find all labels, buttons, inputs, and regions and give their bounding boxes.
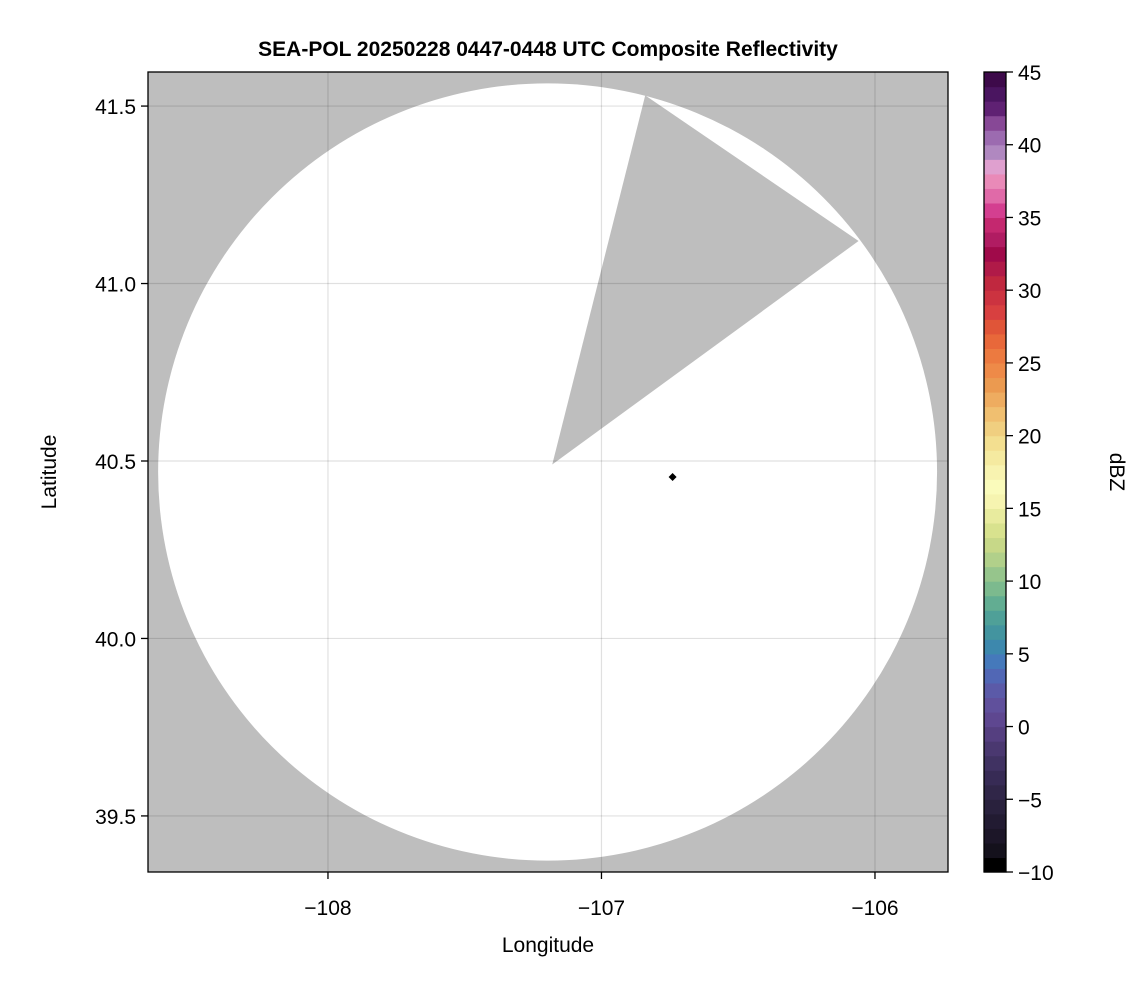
colorbar-bin: [984, 304, 1006, 320]
y-axis: 39.5 40.0 40.5 41.0 41.5: [95, 96, 148, 829]
colorbar-bin: [984, 653, 1006, 669]
colorbar-bin: [984, 682, 1006, 699]
colorbar-bin: [984, 493, 1006, 509]
colorbar-tick-label: 15: [1018, 498, 1041, 521]
colorbar-bin: [984, 319, 1006, 335]
colorbar-bin: [984, 362, 1006, 379]
colorbar-bin: [984, 115, 1006, 131]
colorbar-bin: [984, 159, 1006, 175]
x-tick-label: −107: [578, 897, 625, 920]
colorbar-bin: [984, 581, 1006, 597]
chart-title: SEA-POL 20250228 0447-0448 UTC Composite…: [258, 38, 838, 61]
colorbar-bin: [984, 842, 1006, 859]
plot-frame: [147, 71, 949, 873]
colorbar-bin: [984, 522, 1006, 539]
colorbar-tick-label: 20: [1018, 426, 1041, 449]
colorbar-bin: [984, 479, 1006, 495]
colorbar-bin: [984, 610, 1006, 626]
y-tick-label: 40.5: [95, 451, 136, 474]
colorbar-bin: [984, 377, 1006, 393]
colorbar-bin: [984, 173, 1006, 189]
x-axis-label: Longitude: [502, 934, 594, 957]
colorbar-bin: [984, 697, 1006, 713]
colorbar-frame: [983, 71, 1007, 873]
colorbar-bin: [984, 624, 1006, 640]
colorbar-bin: [984, 828, 1006, 844]
colorbar-bin: [984, 508, 1006, 524]
colorbar-bin: [984, 348, 1006, 364]
colorbar-bin: [984, 392, 1006, 408]
y-tick-label: 41.0: [95, 274, 136, 297]
colorbar: −10 −5 0 5 10 15 20 25 30 35 40 45: [983, 62, 1054, 885]
colorbar-bin: [984, 726, 1006, 742]
colorbar-bin: [984, 552, 1006, 568]
colorbar-bin: [984, 188, 1006, 204]
plot-area: [147, 71, 949, 873]
y-tick-label: 39.5: [95, 806, 136, 829]
colorbar-bin: [984, 755, 1006, 771]
colorbar-bin: [984, 712, 1006, 728]
colorbar-bin: [984, 668, 1006, 684]
colorbar-bin: [984, 421, 1006, 437]
colorbar-tick-label: 30: [1018, 280, 1041, 303]
colorbar-bin: [984, 435, 1006, 451]
colorbar-label: dBZ: [1105, 453, 1128, 492]
colorbar-bin: [984, 464, 1006, 480]
colorbar-tick-label: 0: [1018, 717, 1030, 740]
colorbar-bin: [984, 566, 1006, 582]
colorbar-bin: [984, 784, 1006, 800]
colorbar-bin: [984, 86, 1006, 102]
colorbar-bin: [984, 275, 1006, 291]
colorbar-bin: [984, 246, 1006, 262]
radar-site-marker: [668, 472, 677, 481]
colorbar-bin: [984, 406, 1006, 422]
y-tick-label: 40.0: [95, 628, 136, 651]
colorbar-tick-label: 5: [1018, 644, 1030, 667]
colorbar-bin: [984, 290, 1006, 306]
colorbar-bin: [984, 770, 1006, 786]
colorbar-bin: [984, 72, 1006, 88]
x-axis: −108 −107 −106: [304, 872, 899, 920]
colorbar-tick-label: 45: [1018, 62, 1041, 85]
colorbar-tick-label: 25: [1018, 353, 1041, 376]
y-tick-label: 41.5: [95, 96, 136, 119]
colorbar-bin: [984, 813, 1006, 829]
blocked-sector: [552, 95, 859, 465]
colorbar-bin: [984, 202, 1006, 219]
y-axis-label: Latitude: [38, 435, 61, 510]
colorbar-bin: [984, 741, 1006, 757]
colorbar-bin: [984, 595, 1006, 611]
colorbar-bin: [984, 144, 1006, 160]
colorbar-bin: [984, 232, 1006, 248]
colorbar-bin: [984, 450, 1006, 466]
colorbar-tick-label: −10: [1018, 862, 1054, 885]
colorbar-bin: [984, 261, 1006, 277]
colorbar-tick-label: 40: [1018, 135, 1041, 158]
colorbar-tick-label: −5: [1018, 789, 1042, 812]
colorbar-bin: [984, 857, 1006, 873]
colorbar-bin: [984, 333, 1006, 349]
colorbar-bin: [984, 217, 1006, 233]
x-tick-label: −106: [851, 897, 898, 920]
colorbar-bin: [984, 799, 1006, 815]
radar-coverage-area: [158, 83, 938, 861]
x-tick-label: −108: [304, 897, 351, 920]
colorbar-bin: [984, 101, 1006, 117]
colorbar-bin: [984, 639, 1006, 655]
colorbar-bin: [984, 130, 1006, 146]
colorbar-tick-label: 10: [1018, 571, 1041, 594]
colorbar-tick-label: 35: [1018, 207, 1041, 230]
colorbar-bin: [984, 537, 1006, 553]
